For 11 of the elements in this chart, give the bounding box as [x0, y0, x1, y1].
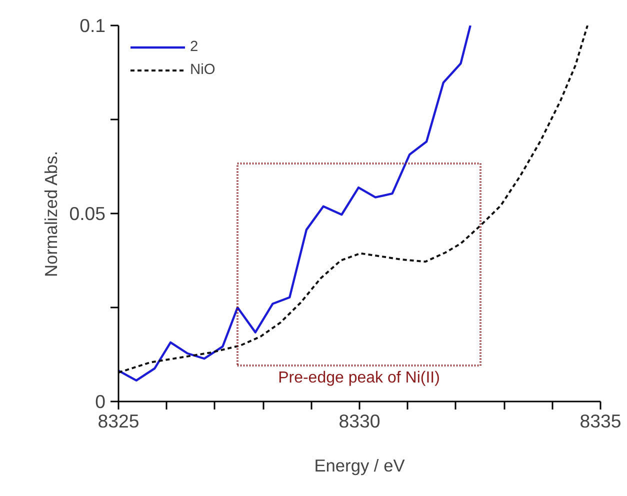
y-axis-title: Normalized Abs.: [41, 150, 62, 278]
legend-label: NiO: [190, 62, 216, 78]
legend-label: 2: [190, 39, 200, 55]
x-axis-title: Energy / eV: [314, 456, 406, 476]
y-tick-label: 0.1: [80, 15, 106, 36]
x-tick-label: 8335: [580, 410, 622, 432]
x-tick-label: 8325: [98, 410, 140, 432]
annotation: Pre-edge peak of Ni(II): [278, 370, 440, 386]
y-tick-label: 0: [95, 391, 106, 412]
y-tick-label: 0.05: [69, 203, 106, 224]
x-tick-label: 8330: [338, 410, 380, 432]
